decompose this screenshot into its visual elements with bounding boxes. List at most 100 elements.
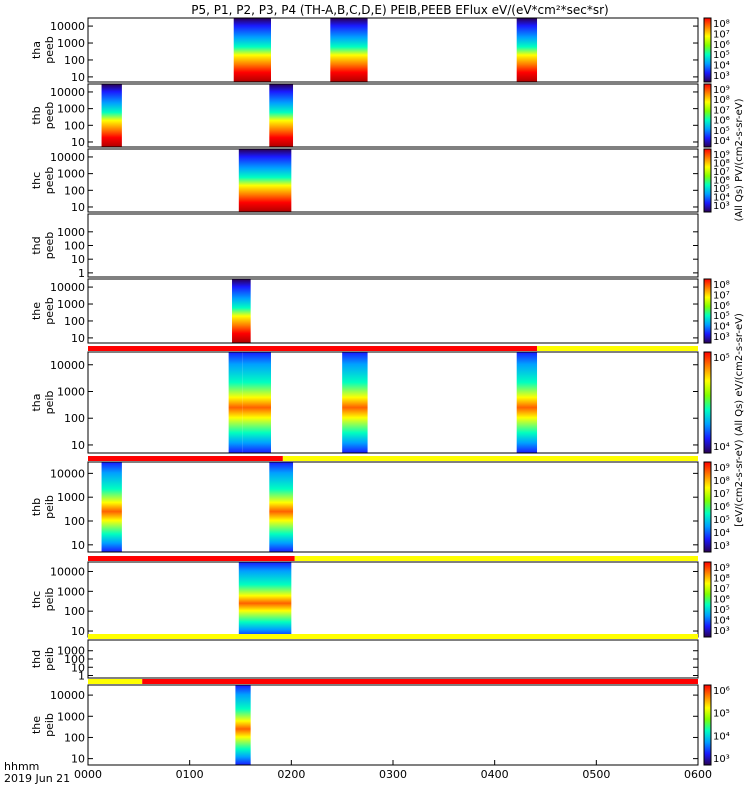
spectrogram-block [242, 352, 271, 453]
panel-instrument-label: peib [43, 391, 56, 415]
mode-bar-segment [88, 679, 143, 684]
y-tick-label: 1000 [57, 710, 85, 723]
panel-probe-label: the [30, 302, 43, 320]
colorbar-tick-label: 10⁷ [713, 105, 730, 116]
colorbar-scale [703, 83, 712, 148]
mode-bar [88, 556, 698, 561]
panel-probe-label: tha [30, 393, 43, 411]
panel-frame [87, 639, 699, 679]
colorbar-tick-label: 10⁴ [713, 322, 730, 333]
y-tick-label: 10000 [50, 467, 85, 480]
panel-frame [87, 148, 699, 213]
panel-frame [87, 684, 699, 766]
panel-frame [87, 351, 699, 454]
y-tick-label: 10 [71, 253, 85, 266]
colorbar-tick-label: 10⁶ [713, 595, 730, 606]
colorbar-tick-label: 10³ [713, 201, 730, 212]
panel-tha-peib: 10000 1000 100 10 tha peib 10⁵ 10⁴ [30, 346, 730, 454]
spectrogram-block [269, 84, 294, 147]
panel-probe-label: thb [30, 106, 43, 124]
y-tick-label: 1000 [57, 226, 85, 239]
colorbar-scale [703, 684, 712, 766]
panel-instrument-label: peeb [43, 36, 56, 64]
spectrogram-block [233, 18, 271, 82]
mode-bar-segment [537, 346, 698, 351]
panel-instrument-label: peeb [43, 102, 56, 130]
colorbar-unit-label-peeb: (All Qs) PV/(cm2-s-sr-eV) [734, 98, 745, 221]
panel-probe-label: thc [30, 172, 43, 189]
y-tick-label: 1 [78, 670, 85, 683]
colorbar-tick-label: 10⁵ [713, 311, 730, 322]
mode-bar-segment [294, 556, 698, 561]
mode-bar-segment [142, 679, 698, 684]
colorbar-tick-label: 10⁴ [713, 61, 730, 72]
y-tick-label: 100 [64, 184, 85, 197]
panel-probe-label: thd [30, 650, 43, 668]
y-tick-label: 10000 [50, 281, 85, 294]
y-tick-label: 100 [64, 515, 85, 528]
panel-thc-peeb: 10000 1000 100 10 thc peeb 10⁹10⁸10⁷10⁶10⁵10⁴1… [30, 148, 730, 214]
mode-bar-segment [88, 456, 283, 461]
y-tick-label: 1000 [57, 491, 85, 504]
colorbar-tick-label: 10⁴ [713, 442, 730, 453]
colorbar-tick-label: 10⁸ [713, 19, 730, 30]
colorbar-tick-label: 10⁴ [713, 193, 730, 204]
y-tick-label: 100 [64, 731, 85, 744]
y-tick-label: 10 [71, 71, 85, 84]
panel-instrument-label: peib [43, 588, 56, 612]
panel-instrument-label: peib [43, 647, 56, 671]
y-tick-label: 1000 [57, 168, 85, 181]
panel-instrument-label: peib [43, 713, 56, 737]
panel-instrument-label: peeb [43, 232, 56, 260]
y-tick-label: 1000 [57, 298, 85, 311]
panel-frame [87, 561, 699, 638]
spectrogram-block [342, 352, 368, 453]
panel-frame [87, 213, 699, 278]
colorbar-tick-label: 10⁸ [713, 95, 730, 106]
colorbar-tick-label: 10⁷ [713, 489, 730, 500]
panel-probe-label: thb [30, 498, 43, 516]
colorbar-tick-label: 10⁹ [713, 463, 730, 474]
y-tick-label: 10 [71, 625, 85, 638]
y-tick-label: 10 [71, 201, 85, 214]
colorbar-tick-label: 10⁷ [713, 29, 730, 40]
x-label-format: hhmm [4, 760, 39, 773]
x-tick-label: 0400 [481, 768, 509, 781]
panel-probe-label: thd [30, 236, 43, 254]
y-tick-label: 100 [64, 412, 85, 425]
colorbar-tick-label: 10⁶ [713, 40, 730, 51]
colorbar-tick-label: 10⁹ [713, 150, 730, 161]
x-tick-label: 0000 [74, 768, 102, 781]
y-tick-label: 1 [78, 267, 85, 280]
colorbar-tick-label: 10³ [713, 626, 730, 637]
colorbar-tick-label: 10⁹ [713, 563, 730, 574]
colorbar-tick-label: 10⁶ [713, 301, 730, 312]
colorbar-tick-label: 10⁵ [713, 184, 730, 195]
colorbar: 10⁵ 10⁴ [703, 351, 730, 454]
y-tick-label: 10 [71, 753, 85, 766]
y-tick-label: 10000 [50, 151, 85, 164]
spectrogram-block [330, 18, 368, 82]
colorbar-tick-label: 10⁶ [713, 502, 730, 513]
colorbar-scale [703, 351, 712, 454]
y-tick-label: 1000 [57, 37, 85, 50]
spectrogram-block [516, 352, 538, 453]
colorbar-tick-label: 10⁵ [713, 605, 730, 616]
colorbar-tick-label: 10⁵ [713, 126, 730, 137]
mode-bar [88, 634, 698, 639]
spectrogram-block [228, 352, 243, 453]
colorbar-tick-label: 10³ [713, 71, 730, 82]
colorbar-tick-label: 10⁷ [713, 584, 730, 595]
colorbar-unit-label-peib: [eV/(cm2-s-sr-eV) (All Qs) eV/(cm2-s-sr-… [734, 313, 745, 527]
colorbar-scale [703, 461, 712, 553]
